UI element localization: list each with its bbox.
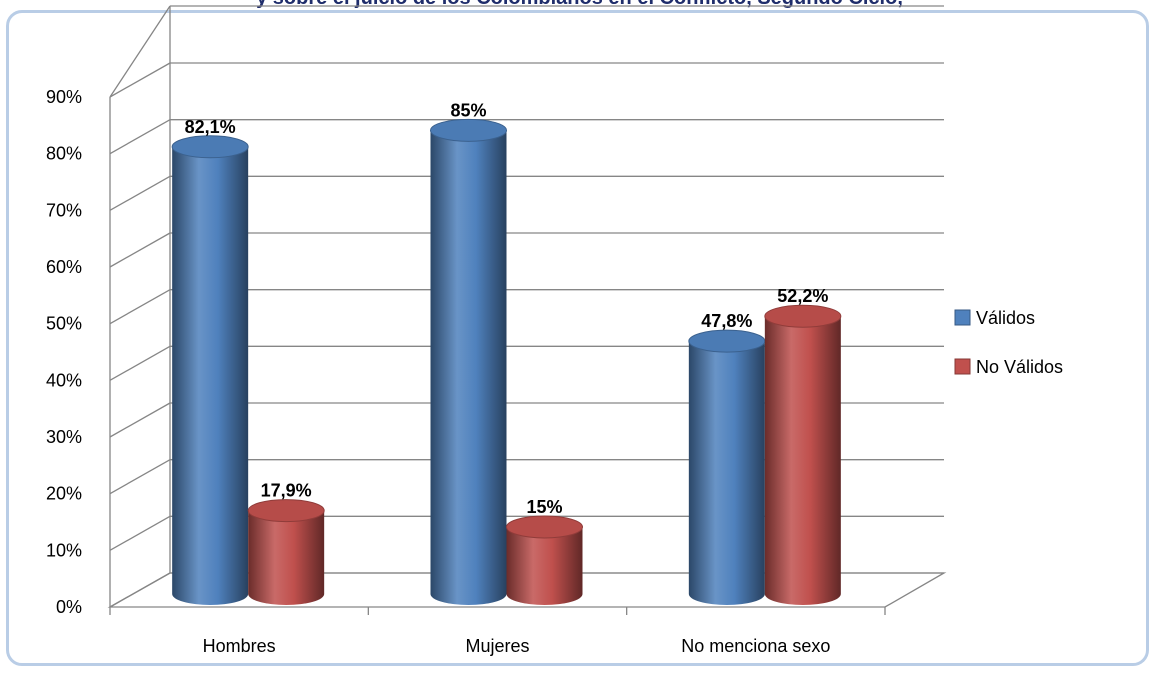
side-wall-line	[109, 232, 171, 268]
bar-top	[764, 304, 842, 328]
bar-no-válidos	[764, 304, 842, 605]
legend-label: Válidos	[976, 308, 1035, 328]
y-tick-label: 0%	[56, 597, 82, 617]
x-tick-label: Mujeres	[465, 636, 529, 656]
data-label: 82,1%	[185, 117, 236, 137]
y-tick-label: 10%	[46, 540, 82, 560]
y-tick-label: 30%	[46, 427, 82, 447]
side-wall-line	[109, 289, 171, 325]
chart-title: y sobre el juicio de los Colombianos en …	[0, 0, 1159, 10]
legend-swatch	[954, 358, 971, 375]
legend-swatch	[954, 309, 971, 326]
bar-válidos	[171, 135, 249, 605]
bar-top	[506, 515, 583, 539]
bar-body	[764, 316, 841, 605]
bar-body	[688, 341, 765, 605]
side-wall-line	[109, 62, 171, 98]
x-tick-label: Hombres	[203, 636, 276, 656]
bar-válidos	[430, 118, 507, 606]
bar-top	[688, 329, 766, 353]
data-label: 85%	[450, 100, 486, 120]
y-tick-label: 90%	[46, 87, 82, 107]
data-label: 52,2%	[777, 286, 828, 306]
y-tick-label: 70%	[46, 200, 82, 220]
y-tick-label: 60%	[46, 257, 82, 277]
bar-válidos	[688, 329, 766, 605]
side-wall-line	[109, 119, 171, 155]
data-label: 17,9%	[261, 481, 312, 501]
y-tick-label: 40%	[46, 370, 82, 390]
bar-top	[171, 135, 249, 159]
bar-no-válidos	[506, 515, 583, 605]
side-wall-line	[109, 459, 171, 495]
y-tick-label: 80%	[46, 144, 82, 164]
y-tick-label: 50%	[46, 314, 82, 334]
bar-no-válidos	[247, 499, 325, 605]
y-tick-label: 20%	[46, 484, 82, 504]
bar-body	[172, 146, 249, 605]
side-wall-line	[109, 402, 171, 438]
bar-top	[430, 118, 507, 142]
side-wall-line	[109, 345, 171, 381]
data-label: 47,8%	[701, 311, 752, 331]
bar-body	[430, 130, 507, 606]
legend-label: No Válidos	[976, 357, 1063, 377]
bar-top	[247, 499, 325, 523]
bar-body	[506, 527, 583, 605]
side-wall-line	[109, 515, 171, 551]
x-tick-label: No menciona sexo	[681, 636, 830, 656]
data-label: 15%	[526, 497, 562, 517]
side-wall-line	[109, 5, 171, 98]
bar-body	[248, 510, 325, 605]
side-wall-line	[109, 175, 171, 211]
